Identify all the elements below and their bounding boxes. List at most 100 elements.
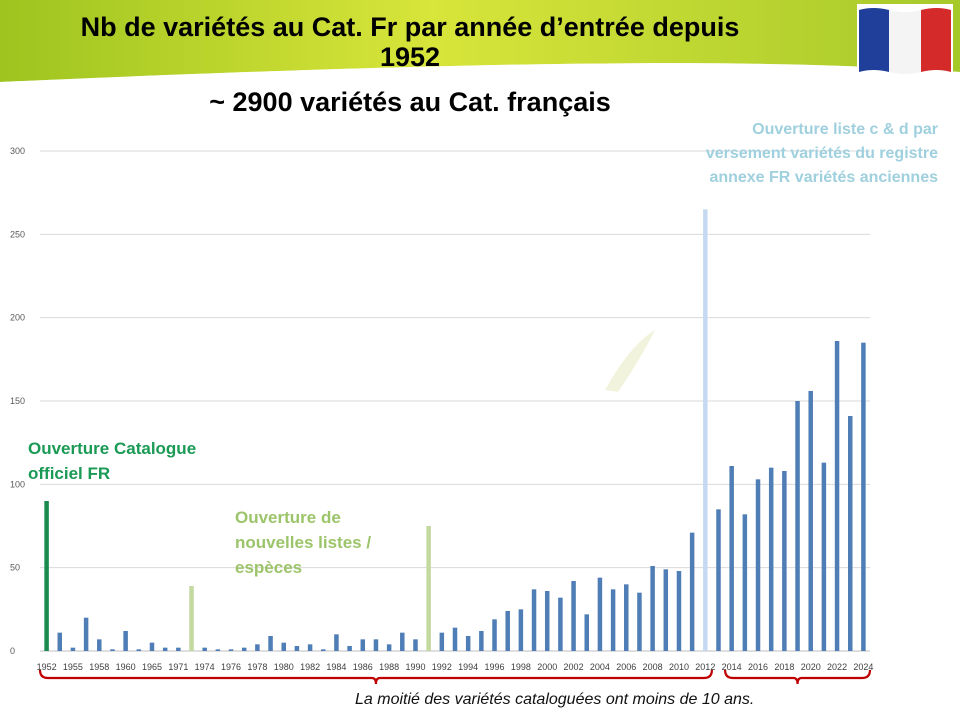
bar [70, 647, 76, 651]
annotation-catalogue-line2: officiel FR [28, 464, 111, 483]
bar [413, 639, 418, 651]
bar [294, 646, 300, 651]
bar [347, 646, 352, 651]
bar [162, 647, 168, 651]
footnote: La moitié des variétés cataloguées ont m… [355, 691, 755, 708]
bar [176, 647, 181, 651]
x-tick-label: 2018 [774, 662, 794, 672]
annotation-catalogue-line1: Ouverture Catalogue [28, 439, 197, 458]
bar [597, 577, 603, 651]
bar [44, 501, 49, 651]
x-tick-label: 2004 [590, 662, 610, 672]
bar [505, 611, 510, 651]
bar [663, 569, 669, 651]
bar [281, 642, 286, 651]
y-tick-label: 150 [10, 396, 25, 406]
x-tick-label: 1960 [116, 662, 136, 672]
annotation-new-lists: Ouverture de nouvelles listes / espèces [235, 505, 371, 580]
x-tick-label: 2014 [722, 662, 742, 672]
page-title: Nb de variétés au Cat. Fr par année d’en… [80, 12, 740, 42]
bar [795, 401, 800, 651]
x-tick-label: 1976 [221, 662, 241, 672]
bar [834, 341, 840, 651]
bar [465, 636, 471, 651]
x-tick-label: 2006 [616, 662, 636, 672]
bar [755, 479, 761, 651]
bar [676, 571, 682, 651]
annotation-new-lists-line1: Ouverture de [235, 508, 341, 527]
bar [241, 647, 247, 651]
x-tick-label: 1980 [274, 662, 294, 672]
x-tick-label: 2022 [827, 662, 847, 672]
y-tick-label: 100 [10, 479, 25, 489]
bar [518, 609, 524, 651]
x-tick-label: 1994 [458, 662, 478, 672]
bar [334, 634, 339, 651]
bar [110, 649, 115, 651]
x-tick-label: 2012 [695, 662, 715, 672]
flag-band-white [889, 10, 921, 74]
bar [149, 642, 155, 651]
bar [57, 632, 63, 651]
x-tick-label: 1974 [195, 662, 215, 672]
x-tick-label: 1996 [485, 662, 505, 672]
bar [400, 632, 405, 651]
x-tick-label: 2016 [748, 662, 768, 672]
france-flag-icon [857, 4, 953, 74]
y-tick-label: 50 [10, 563, 20, 573]
bar [189, 586, 194, 651]
bar [83, 617, 89, 651]
bar [215, 649, 221, 651]
x-tick-label: 1990 [405, 662, 425, 672]
bar [479, 631, 484, 651]
annotation-lists-cd: Ouverture liste c & d par versement vari… [706, 118, 938, 190]
bar [386, 644, 392, 651]
y-tick-label: 0 [10, 646, 15, 656]
watermark-leaf-icon [605, 330, 655, 392]
bar [703, 209, 708, 652]
x-tick-label: 1952 [37, 662, 57, 672]
bar [847, 416, 853, 651]
range-bracket [723, 669, 872, 685]
x-tick-label: 1986 [353, 662, 373, 672]
bar [373, 639, 379, 651]
bar [439, 632, 445, 651]
x-tick-label: 1955 [63, 662, 83, 672]
annotation-new-lists-line3: espèces [235, 558, 303, 577]
bar [452, 627, 458, 651]
flag-band-red [921, 8, 951, 72]
range-bracket [38, 669, 714, 685]
bar [782, 471, 787, 651]
bar [768, 467, 774, 651]
x-tick-label: 1984 [326, 662, 346, 672]
bar [307, 644, 313, 651]
annotation-catalogue-opening: Ouverture Catalogue officiel FR [28, 436, 196, 486]
x-tick-label: 1978 [247, 662, 267, 672]
header-banner [0, 0, 960, 88]
annotation-lists-cd-line3: annexe FR variétés anciennes [709, 169, 938, 186]
bar [584, 614, 589, 651]
bar [861, 342, 866, 651]
bar [426, 526, 431, 651]
x-tick-label: 1971 [168, 662, 188, 672]
bar [202, 647, 207, 651]
bar [228, 649, 234, 651]
x-tick-label: 2002 [564, 662, 584, 672]
x-tick-label: 1958 [89, 662, 109, 672]
bar [571, 581, 576, 651]
bar [136, 649, 142, 651]
page-title-line2: 1952 [379, 42, 441, 72]
bar [650, 566, 655, 651]
bar [716, 509, 721, 651]
x-tick-label: 2010 [669, 662, 689, 672]
bar [268, 636, 273, 651]
x-tick-label: 2000 [537, 662, 557, 672]
bar [531, 589, 537, 651]
bar [544, 591, 550, 651]
bar [321, 649, 326, 651]
page-subtitle: ~ 2900 variétés au Cat. français [209, 87, 611, 117]
x-tick-label: 1992 [432, 662, 452, 672]
y-tick-label: 250 [10, 229, 25, 239]
annotation-lists-cd-line1: Ouverture liste c & d par [752, 121, 938, 138]
